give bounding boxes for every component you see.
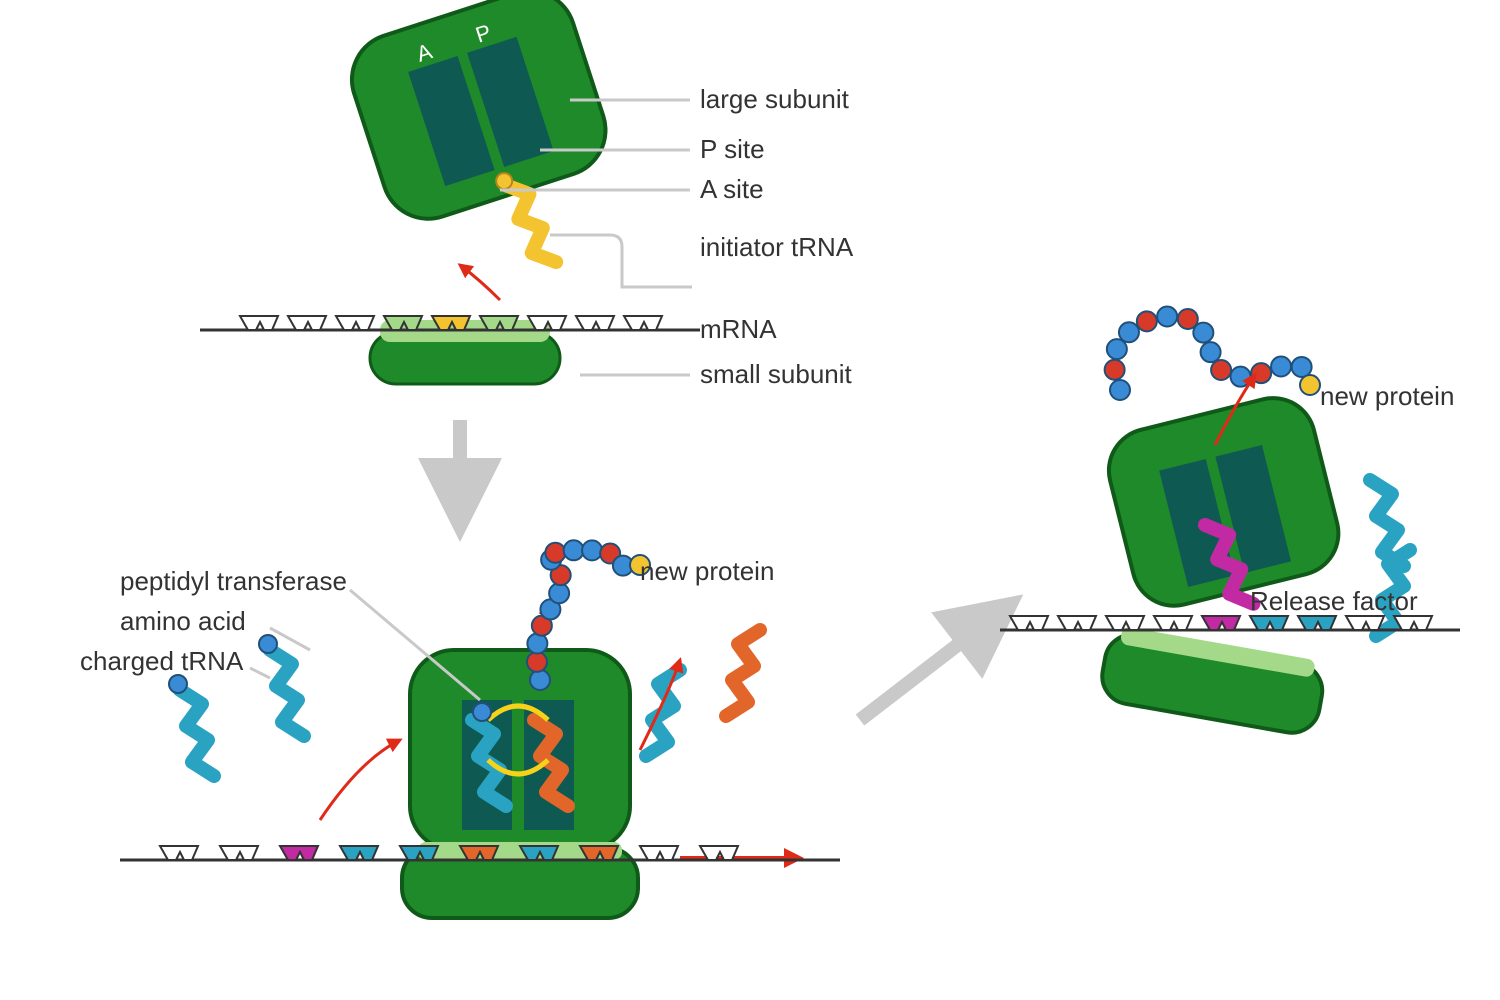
- codon: [1202, 616, 1240, 630]
- label-peptidyl: peptidyl transferase: [120, 566, 347, 596]
- codon: [336, 316, 374, 330]
- panel-initiation: A P large subunit P site A site initiato…: [200, 0, 854, 389]
- action-arrow: [460, 265, 500, 300]
- amino-acid-bead: [545, 543, 565, 563]
- label-small-subunit: small subunit: [700, 359, 853, 389]
- codon: [1106, 616, 1144, 630]
- codon: [240, 316, 278, 330]
- amino-acid-bead: [564, 540, 584, 560]
- charged-trna-1: [169, 675, 214, 776]
- label-initiator-trna: initiator tRNA: [700, 232, 854, 262]
- spent-trna-1: [646, 670, 680, 756]
- large-subunit: A P: [340, 0, 617, 231]
- codon: [1058, 616, 1096, 630]
- codon: [576, 316, 614, 330]
- amino-acid-bead: [1110, 380, 1130, 400]
- codon: [1010, 616, 1048, 630]
- label-amino-acid: amino acid: [120, 606, 246, 636]
- codon: [1298, 616, 1336, 630]
- charged-trna-2: [259, 635, 304, 736]
- spent-trna-2: [726, 630, 760, 716]
- large-subunit-release: [1100, 389, 1347, 614]
- codon: [1154, 616, 1192, 630]
- amino-acid-bead: [1119, 322, 1139, 342]
- ribosome-assembled: [402, 650, 638, 918]
- amino-acid-bead: [1157, 307, 1177, 327]
- codon: [1394, 616, 1432, 630]
- codon: [160, 846, 198, 860]
- red-arrow-in: [320, 740, 400, 820]
- label-large-subunit: large subunit: [700, 84, 850, 114]
- label-charged-trna: charged tRNA: [80, 646, 244, 676]
- amino-acid-bead: [1271, 357, 1291, 377]
- amino-acid-bead: [1231, 367, 1251, 387]
- codon: [1346, 616, 1384, 630]
- panel-termination: new protein Release factor: [1000, 307, 1460, 738]
- label-mrna: mRNA: [700, 314, 777, 344]
- label-release-factor: Release factor: [1250, 586, 1418, 616]
- codon: [640, 846, 678, 860]
- label-a-site: A site: [700, 174, 764, 204]
- translation-diagram: A P large subunit P site A site initiato…: [0, 0, 1500, 1000]
- amino-acid-bead: [1137, 311, 1157, 331]
- amino-acid-bead: [527, 633, 547, 653]
- amino-acid-bead: [1105, 360, 1125, 380]
- amino-acid-bead: [1251, 363, 1271, 383]
- codon: [624, 316, 662, 330]
- codon: [1250, 616, 1288, 630]
- amino-acid-bead: [1107, 339, 1127, 359]
- amino-acid-bead: [1201, 342, 1221, 362]
- panel-elongation: new protein peptidyl transferase amino a…: [80, 540, 840, 918]
- label-p-site: P site: [700, 134, 765, 164]
- codon: [288, 316, 326, 330]
- amino-acid-bead: [1193, 323, 1213, 343]
- small-subunit-release: [1098, 624, 1328, 737]
- amino-acid-bead: [530, 670, 550, 690]
- flow-arrow-2: [860, 620, 990, 720]
- amino-acid-bead: [1292, 357, 1312, 377]
- released-protein: [1105, 307, 1320, 400]
- amino-acid-bead: [582, 540, 602, 560]
- label-new-protein-2: new protein: [1320, 381, 1454, 411]
- mrna-codons-3: [1010, 616, 1432, 630]
- amino-acid-bead: [549, 583, 569, 603]
- amino-acid-bead: [527, 652, 547, 672]
- amino-acid-bead: [1300, 375, 1320, 395]
- codon: [340, 846, 378, 860]
- amino-acid-bead: [1211, 360, 1231, 380]
- label-new-protein-1: new protein: [640, 556, 774, 586]
- codon: [220, 846, 258, 860]
- codon: [280, 846, 318, 860]
